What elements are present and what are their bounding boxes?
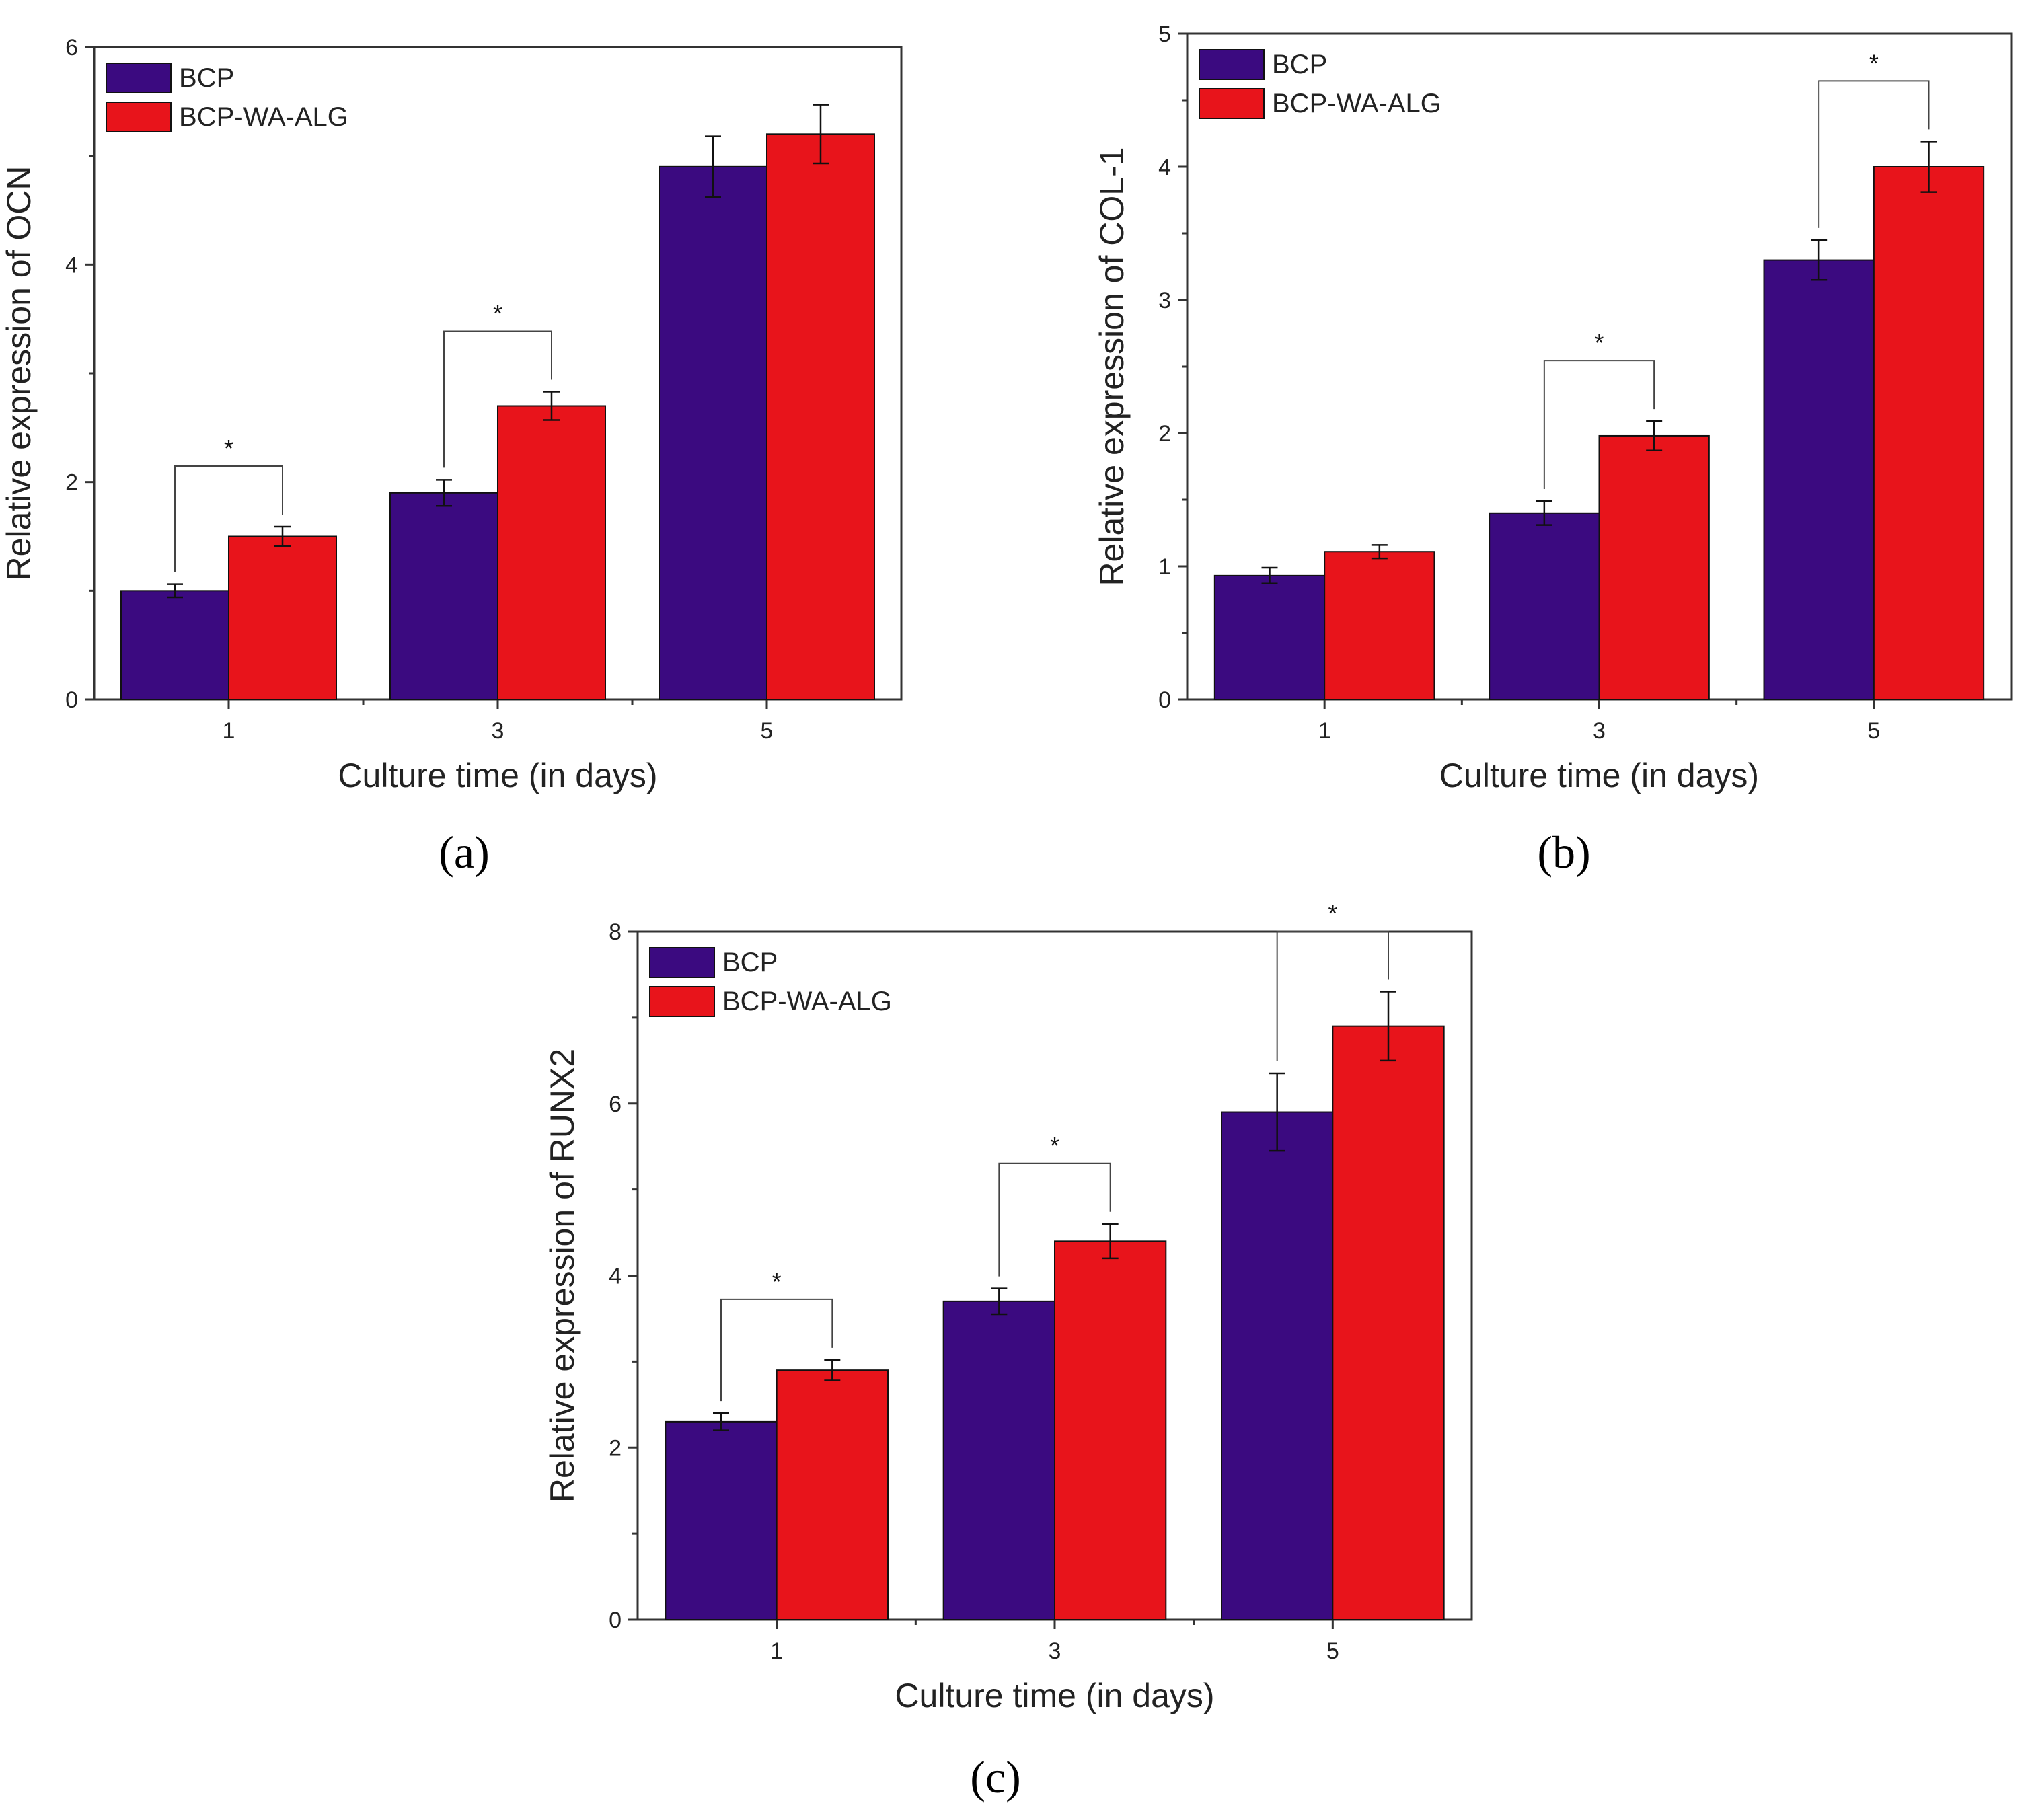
y-tick-label: 0 (65, 687, 78, 713)
legend-swatch (649, 947, 715, 978)
bar-bcp-wa-alg (1598, 434, 1710, 701)
significance-bracket (720, 1298, 833, 1402)
legend-label: BCP-WA-ALG (179, 102, 348, 132)
y-tick-label: 4 (65, 252, 78, 278)
bar-bcp-wa-alg (766, 133, 875, 701)
y-tick-label: 2 (1158, 421, 1171, 447)
x-tick-label: 3 (1593, 718, 1606, 744)
x-tick-label: 5 (1326, 1638, 1339, 1664)
bar-bcp-wa-alg (228, 535, 337, 700)
significance-bracket (998, 1162, 1111, 1277)
bar-bcp-wa-alg (1332, 1025, 1445, 1620)
y-tick-label: 0 (609, 1607, 622, 1633)
significance-bracket (1818, 80, 1930, 228)
bar-bcp-wa-alg (1324, 551, 1435, 700)
x-tick-label: 3 (1049, 1638, 1061, 1664)
legend-swatch (106, 102, 172, 132)
bar-bcp (1221, 1111, 1334, 1620)
x-axis-title: Culture time (in days) (338, 757, 657, 794)
y-axis-title: Relative expression of RUNX2 (543, 1049, 581, 1503)
y-tick-label: 6 (609, 1092, 622, 1117)
x-tick-label: 1 (1318, 718, 1331, 744)
y-tick-label: 3 (1158, 288, 1171, 313)
figure-panels: 0 2 4 6 1 3 5 * * BCP BCP-WA-ALG Culture time (in d… (0, 22, 2013, 1803)
legend-swatch (106, 63, 172, 93)
legend-label: BCP (179, 63, 234, 93)
x-tick-label: 1 (770, 1638, 783, 1664)
significance-marker: * (1869, 49, 1879, 77)
y-tick-label: 8 (609, 919, 622, 945)
bar-bcp (1489, 512, 1600, 700)
y-tick-label: 6 (65, 35, 78, 61)
legend-swatch (1199, 88, 1265, 119)
chart-panel: 0 2 4 6 1 3 5 * * BCP BCP-WA-ALG Culture time (in d… (0, 35, 903, 878)
bar-bcp (1213, 574, 1326, 700)
legend-swatch (649, 986, 715, 1017)
y-axis-title: Relative expression of OCN (0, 166, 38, 581)
panel-label: (c) (970, 1751, 1020, 1803)
x-tick-label: 5 (1867, 718, 1880, 744)
significance-marker: * (772, 1268, 782, 1295)
bar-bcp (942, 1300, 1055, 1621)
y-tick-label: 2 (609, 1435, 622, 1461)
x-tick-label: 1 (223, 718, 235, 744)
y-tick-label: 0 (1158, 687, 1171, 713)
x-tick-label: 5 (761, 718, 774, 744)
y-tick-label: 1 (1158, 554, 1171, 580)
bar-bcp (389, 492, 498, 700)
panel-label: (b) (1537, 827, 1590, 878)
bar-bcp (665, 1420, 778, 1620)
bar-bcp-wa-alg (1873, 166, 1985, 700)
bar-bcp-wa-alg (776, 1369, 889, 1620)
bar-bcp (120, 590, 229, 700)
legend-label: BCP (1272, 50, 1327, 79)
significance-marker: * (493, 299, 502, 327)
x-axis-title: Culture time (in days) (895, 1677, 1214, 1714)
legend-swatch (1199, 49, 1265, 80)
y-axis-title: Relative expression of COL-1 (1093, 147, 1131, 586)
significance-bracket (1543, 360, 1655, 489)
legend-label: BCP-WA-ALG (722, 987, 892, 1016)
significance-bracket (174, 465, 283, 572)
y-tick-label: 2 (65, 470, 78, 496)
chart-panel: 0 2 4 6 8 1 3 5 * * * BCP BCP-WA-ALG Culture time (in… (543, 900, 1473, 1803)
significance-marker: * (224, 434, 233, 462)
bar-bcp-wa-alg (497, 405, 606, 700)
significance-marker: * (1050, 1132, 1059, 1160)
panel-label: (a) (439, 827, 489, 878)
y-tick-label: 4 (1158, 155, 1171, 180)
bar-bcp-wa-alg (1054, 1240, 1167, 1620)
legend-label: BCP (722, 948, 778, 977)
significance-marker: * (1328, 900, 1337, 927)
legend-label: BCP-WA-ALG (1272, 89, 1441, 118)
y-tick-label: 4 (609, 1264, 622, 1289)
x-tick-label: 3 (492, 718, 504, 744)
significance-bracket (443, 330, 552, 468)
bar-bcp (659, 165, 767, 701)
chart-panel: 0 1 2 3 4 5 1 3 5 * * BCP BCP-WA-ALG Culture time (in… (1093, 22, 2013, 878)
x-axis-title: Culture time (in days) (1439, 757, 1759, 794)
bar-bcp (1763, 259, 1875, 701)
significance-marker: * (1594, 329, 1604, 356)
y-tick-label: 5 (1158, 22, 1171, 47)
significance-bracket (1276, 930, 1389, 1061)
